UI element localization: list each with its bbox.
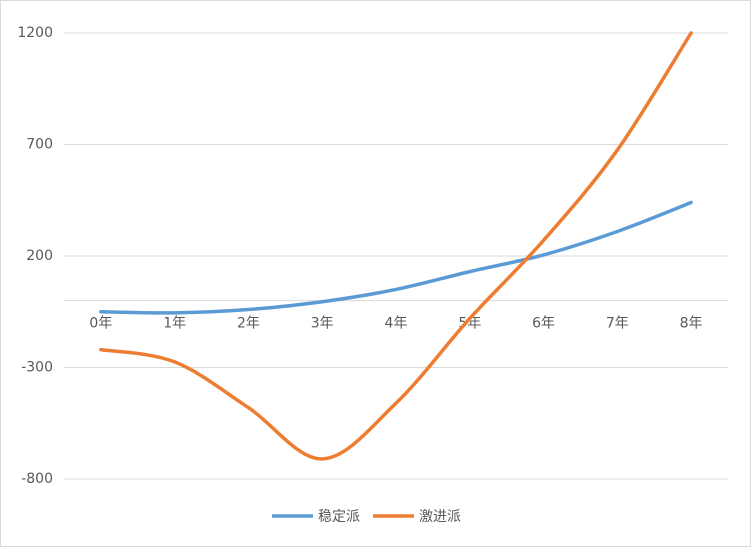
series-line <box>99 31 693 461</box>
y-tick-label: 700 <box>26 137 53 153</box>
x-tick-label: 1年 <box>163 316 186 332</box>
x-tick-label: 8年 <box>680 316 703 332</box>
x-tick-label: 5年 <box>458 316 481 332</box>
legend-label: 稳定派 <box>318 509 360 525</box>
y-tick-label: -800 <box>21 471 53 487</box>
y-tick-label: -300 <box>21 360 53 376</box>
x-tick-label: 4年 <box>385 316 408 332</box>
y-tick-label: 200 <box>26 248 53 264</box>
x-tick-label: 7年 <box>606 316 629 332</box>
legend-label: 激进派 <box>419 508 461 525</box>
x-tick-label: 0年 <box>89 316 112 332</box>
x-tick-label: 6年 <box>532 316 555 332</box>
y-tick-label: 1200 <box>17 25 53 41</box>
series-line <box>99 200 693 315</box>
x-tick-label: 2年 <box>237 316 260 332</box>
x-tick-label: 3年 <box>311 316 334 332</box>
